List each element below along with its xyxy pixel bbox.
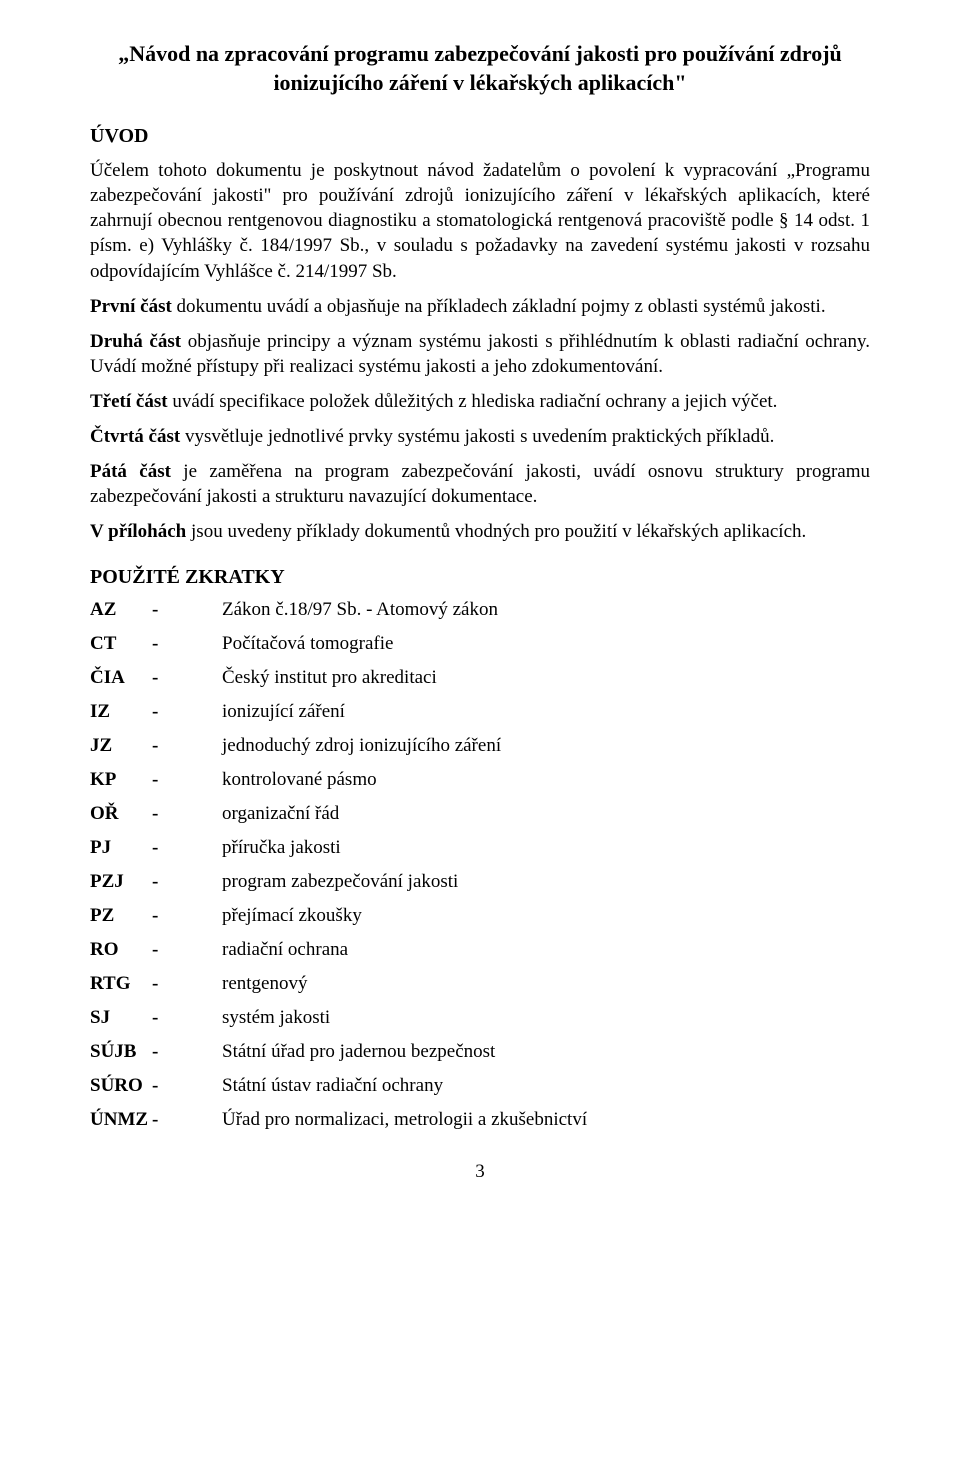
abbr-key: PJ	[90, 837, 152, 859]
abbr-row: CT-Počítačová tomografie	[90, 633, 870, 655]
page-number: 3	[90, 1161, 870, 1183]
section-heading-uvod: ÚVOD	[90, 125, 870, 148]
part-text-6: jsou uvedeny příklady dokumentů vhodných…	[186, 521, 806, 542]
abbr-key: ÚNMZ	[90, 1109, 152, 1131]
abbr-row: OŘ-organizační řád	[90, 803, 870, 825]
abbr-value: ionizující záření	[222, 701, 870, 723]
abbr-dash: -	[152, 1041, 222, 1063]
abbr-dash: -	[152, 769, 222, 791]
abbr-value: radiační ochrana	[222, 939, 870, 961]
abbr-dash: -	[152, 871, 222, 893]
abbr-row: SÚRO-Státní ústav radiační ochrany	[90, 1075, 870, 1097]
part-text-3: uvádí specifikace položek důležitých z h…	[168, 391, 778, 412]
abbr-dash: -	[152, 837, 222, 859]
abbr-value: rentgenový	[222, 973, 870, 995]
abbr-dash: -	[152, 735, 222, 757]
abbr-value: Zákon č.18/97 Sb. - Atomový zákon	[222, 599, 870, 621]
part-label-3: Třetí část	[90, 391, 168, 412]
intro-paragraph-2: První část dokumentu uvádí a objasňuje n…	[90, 294, 870, 319]
part-label-5: Pátá část	[90, 461, 171, 482]
part-label-6: V přílohách	[90, 521, 186, 542]
abbr-dash: -	[152, 667, 222, 689]
abbr-key: RTG	[90, 973, 152, 995]
part-label-4: Čtvrtá část	[90, 426, 180, 447]
part-label-2: Druhá část	[90, 331, 181, 352]
abbr-row: SÚJB-Státní úřad pro jadernou bezpečnost	[90, 1041, 870, 1063]
abbr-dash: -	[152, 1075, 222, 1097]
intro-paragraph-1: Účelem tohoto dokumentu je poskytnout ná…	[90, 158, 870, 283]
abbr-row: PZJ-program zabezpečování jakosti	[90, 871, 870, 893]
abbr-row: RTG-rentgenový	[90, 973, 870, 995]
abbr-row: ÚNMZ-Úřad pro normalizaci, metrologii a …	[90, 1109, 870, 1131]
part-text-5: je zaměřena na program zabezpečování jak…	[90, 461, 870, 507]
abbr-key: OŘ	[90, 803, 152, 825]
abbr-row: SJ-systém jakosti	[90, 1007, 870, 1029]
abbr-row: JZ-jednoduchý zdroj ionizujícího záření	[90, 735, 870, 757]
abbr-dash: -	[152, 905, 222, 927]
abbr-key: AZ	[90, 599, 152, 621]
abbr-key: KP	[90, 769, 152, 791]
abbr-value: Úřad pro normalizaci, metrologii a zkuše…	[222, 1109, 870, 1131]
abbr-row: RO-radiační ochrana	[90, 939, 870, 961]
abbr-dash: -	[152, 633, 222, 655]
abbr-dash: -	[152, 939, 222, 961]
abbr-value: Státní ústav radiační ochrany	[222, 1075, 870, 1097]
part-text-1: dokumentu uvádí a objasňuje na příkladec…	[172, 296, 826, 317]
abbr-dash: -	[152, 973, 222, 995]
abbr-key: ČIA	[90, 667, 152, 689]
intro-paragraph-3: Druhá část objasňuje principy a význam s…	[90, 329, 870, 379]
abbr-dash: -	[152, 1007, 222, 1029]
abbr-value: kontrolované pásmo	[222, 769, 870, 791]
abbr-row: IZ-ionizující záření	[90, 701, 870, 723]
abbr-dash: -	[152, 599, 222, 621]
abbr-value: příručka jakosti	[222, 837, 870, 859]
abbr-key: PZ	[90, 905, 152, 927]
abbr-key: JZ	[90, 735, 152, 757]
abbr-value: Počítačová tomografie	[222, 633, 870, 655]
abbr-dash: -	[152, 1109, 222, 1131]
document-page: „Návod na zpracování programu zabezpečov…	[0, 0, 960, 1203]
document-title: „Návod na zpracování programu zabezpečov…	[90, 40, 870, 97]
part-text-4: vysvětluje jednotlivé prvky systému jako…	[180, 426, 774, 447]
intro-paragraph-6: Pátá část je zaměřena na program zabezpe…	[90, 459, 870, 509]
abbr-key: CT	[90, 633, 152, 655]
abbr-value: Český institut pro akreditaci	[222, 667, 870, 689]
part-text-2: objasňuje principy a význam systému jako…	[90, 331, 870, 377]
abbr-dash: -	[152, 803, 222, 825]
abbr-value: Státní úřad pro jadernou bezpečnost	[222, 1041, 870, 1063]
abbr-key: IZ	[90, 701, 152, 723]
intro-paragraph-7: V přílohách jsou uvedeny příklady dokume…	[90, 519, 870, 544]
abbr-key: SÚRO	[90, 1075, 152, 1097]
abbr-row: PJ-příručka jakosti	[90, 837, 870, 859]
abbr-key: RO	[90, 939, 152, 961]
abbr-row: PZ-přejímací zkoušky	[90, 905, 870, 927]
abbreviation-table: AZ-Zákon č.18/97 Sb. - Atomový zákon CT-…	[90, 599, 870, 1131]
abbr-value: jednoduchý zdroj ionizujícího záření	[222, 735, 870, 757]
abbr-value: organizační řád	[222, 803, 870, 825]
abbr-row: KP-kontrolované pásmo	[90, 769, 870, 791]
abbr-row: ČIA-Český institut pro akreditaci	[90, 667, 870, 689]
abbr-key: SÚJB	[90, 1041, 152, 1063]
abbr-key: PZJ	[90, 871, 152, 893]
intro-paragraph-5: Čtvrtá část vysvětluje jednotlivé prvky …	[90, 424, 870, 449]
abbr-value: systém jakosti	[222, 1007, 870, 1029]
abbr-key: SJ	[90, 1007, 152, 1029]
part-label-1: První část	[90, 296, 172, 317]
section-heading-zkratky: POUŽITÉ ZKRATKY	[90, 566, 870, 589]
abbr-dash: -	[152, 701, 222, 723]
abbr-row: AZ-Zákon č.18/97 Sb. - Atomový zákon	[90, 599, 870, 621]
abbr-value: program zabezpečování jakosti	[222, 871, 870, 893]
abbr-value: přejímací zkoušky	[222, 905, 870, 927]
intro-paragraph-4: Třetí část uvádí specifikace položek důl…	[90, 389, 870, 414]
